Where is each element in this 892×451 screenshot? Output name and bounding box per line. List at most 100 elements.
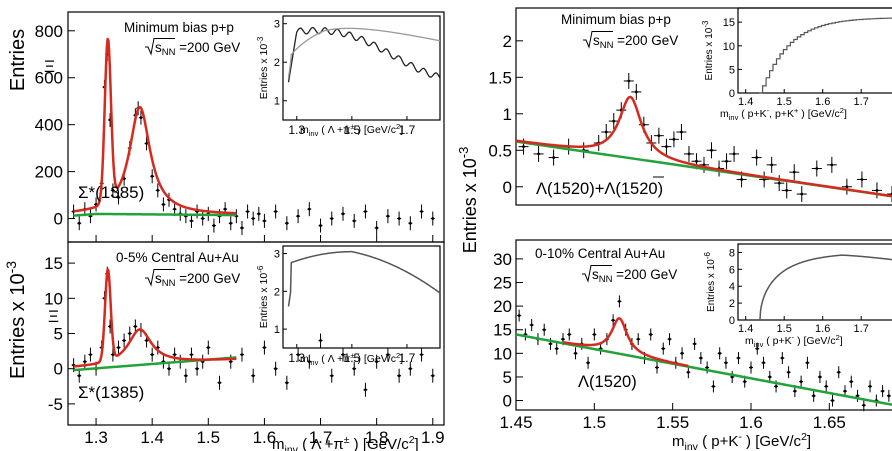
left-top-data-point bbox=[211, 218, 216, 233]
left-bottom-data-point bbox=[284, 375, 289, 390]
left-top-inset-x-axis-label: minv ( Λ +π± ) [GeV/c2] bbox=[300, 122, 403, 138]
right-top-energy-label: sNN =200 GeV bbox=[593, 33, 678, 51]
right-bottom-inset-xtick-label: 1.5 bbox=[777, 323, 792, 335]
right-bottom-data-point bbox=[736, 352, 741, 365]
right-bottom-system-label: 0-10% Central Au+Au bbox=[535, 246, 665, 261]
right-bottom-data-point bbox=[705, 361, 710, 374]
left-bottom-data-point bbox=[296, 347, 301, 362]
right-bottom-data-point bbox=[811, 389, 816, 402]
left-top-signal-fit bbox=[73, 37, 237, 215]
right-top-frame bbox=[515, 7, 892, 206]
left-top-data-point bbox=[161, 197, 166, 212]
left-bottom-inset-y-axis-label: Entries x 10-6 bbox=[256, 265, 270, 328]
left-top-data-point bbox=[363, 204, 368, 219]
right-bottom-ytick-label: 20 bbox=[493, 297, 512, 316]
left-bottom-data-point bbox=[273, 361, 278, 376]
right-top-inset-xtick-label: 1.7 bbox=[854, 96, 869, 108]
right-bottom-data-point bbox=[611, 314, 616, 327]
right-bottom-ytick-label: 30 bbox=[493, 250, 512, 269]
left-top-data-point bbox=[245, 204, 250, 219]
right-x-axis-label: minv ( p+K- ) [GeV/c2] bbox=[672, 431, 811, 451]
right-top-inset-ytick-label: 15 bbox=[723, 17, 735, 29]
left-top-data-point bbox=[251, 211, 256, 226]
right-bottom-ytick-label: 10 bbox=[493, 344, 512, 363]
right-bottom-inset-y-axis-label: Entries x 10-6 bbox=[703, 251, 717, 311]
left-top-data-point bbox=[329, 211, 334, 226]
left-top-data-point bbox=[419, 204, 424, 219]
right-bottom-data-point bbox=[542, 323, 547, 336]
right-top-data-point bbox=[601, 124, 612, 141]
right-bottom-data-point bbox=[517, 309, 522, 322]
right-top-inset-xtick-label: 1.4 bbox=[738, 96, 753, 108]
left-bottom-data-point bbox=[430, 368, 435, 383]
right-bottom-data-point bbox=[861, 399, 866, 412]
left-top-data-point bbox=[307, 202, 312, 217]
left-bottom-data-point bbox=[88, 347, 93, 362]
right-xtick-label: 1.65 bbox=[813, 413, 846, 432]
right-bottom-inset-xtick-label: 1.4 bbox=[738, 323, 753, 335]
left-bottom-data-point bbox=[127, 326, 132, 341]
right-bottom-ytick-label: 0 bbox=[503, 392, 512, 411]
left-bottom-data-point bbox=[172, 347, 177, 362]
right-bottom-data-point bbox=[868, 380, 873, 393]
right-bottom-data-point bbox=[711, 380, 716, 393]
left-bottom-data-point bbox=[408, 361, 413, 376]
left-top-energy-label: sNN =200 GeV bbox=[155, 40, 240, 58]
left-top-ytick-label: 600 bbox=[35, 69, 63, 88]
left-top-inset-frame bbox=[282, 15, 441, 121]
left-top-data-point bbox=[88, 209, 93, 224]
right-bottom-data-point bbox=[529, 319, 534, 331]
left-top-data-point bbox=[397, 211, 402, 226]
left-top-data-point bbox=[352, 213, 357, 228]
left-xtick-label: 1.8 bbox=[365, 428, 389, 447]
right-xtick-label: 1.55 bbox=[656, 413, 689, 432]
right-top-ytick-label: 0.5 bbox=[488, 141, 512, 160]
left-top-ytick-label: 800 bbox=[35, 22, 63, 41]
left-bottom-data-point bbox=[150, 347, 155, 362]
left-bottom-data-point bbox=[374, 354, 379, 369]
right-bottom-inset-ytick-label: 2 bbox=[729, 298, 735, 310]
left-bottom-ytick-label: 10 bbox=[44, 289, 63, 308]
left-xtick-label: 1.5 bbox=[196, 428, 220, 447]
right-bottom-data-point bbox=[523, 328, 528, 341]
left-top-data-point bbox=[116, 190, 121, 205]
right-bottom-inset-data bbox=[759, 254, 892, 321]
left-top-inset-xtick-label: 1.5 bbox=[344, 123, 361, 137]
right-bottom-data-point bbox=[648, 328, 653, 341]
left-bottom-inset-frame bbox=[282, 245, 441, 349]
left-top-sigma-label: Σ*(1385) bbox=[78, 183, 144, 202]
left-bottom-data-point bbox=[77, 368, 82, 383]
left-bottom-data-point bbox=[217, 375, 222, 390]
left-top-data-point bbox=[284, 216, 289, 231]
right-top-data-point bbox=[759, 171, 770, 188]
left-top-inset-xtick-label: 1.3 bbox=[288, 123, 305, 137]
right-top-inset-ytick-label: 10 bbox=[723, 41, 735, 53]
right-top-data-point bbox=[661, 138, 672, 155]
right-top-data-point bbox=[789, 164, 800, 181]
left-bottom-ytick-label: 5 bbox=[54, 325, 63, 344]
left-bottom-data-point bbox=[200, 354, 205, 369]
right-top-data-point bbox=[623, 72, 634, 89]
left-top-data-point bbox=[228, 216, 233, 231]
right-top-data-point bbox=[653, 127, 664, 144]
right-bottom-data-point bbox=[661, 342, 666, 355]
right-top-signal-fit bbox=[515, 95, 892, 198]
right-bottom-ytick-label: 15 bbox=[493, 321, 512, 340]
right-bottom-data-point bbox=[692, 337, 697, 350]
right-top-data-point bbox=[608, 113, 619, 130]
right-top-inset-y-axis-label: Entries x 10-3 bbox=[701, 20, 715, 80]
right-bottom-data-point bbox=[855, 389, 860, 402]
right-top-data-point bbox=[856, 171, 867, 188]
left-top-data-point bbox=[138, 110, 143, 125]
left-top-inset-y-axis-label: Entries x 10-3 bbox=[256, 36, 270, 99]
right-top-data-point bbox=[668, 131, 679, 148]
left-top-inset-xtick-label: 1.7 bbox=[399, 123, 416, 137]
right-bottom-background-fit bbox=[515, 333, 892, 406]
left-top-xi-label: Ξ bbox=[44, 57, 55, 76]
right-top-inset-frame bbox=[737, 7, 892, 94]
left-bottom-data-point bbox=[122, 333, 127, 348]
right-bottom-peak-label: Λ(1520) bbox=[578, 373, 637, 391]
right-top-inset-xtick-label: 1.5 bbox=[777, 96, 792, 108]
left-top-inset-ytick-label: 1 bbox=[274, 96, 280, 108]
left-x-axis-label: minv ( Λ +π± ) [GeV/c2] bbox=[272, 434, 419, 451]
